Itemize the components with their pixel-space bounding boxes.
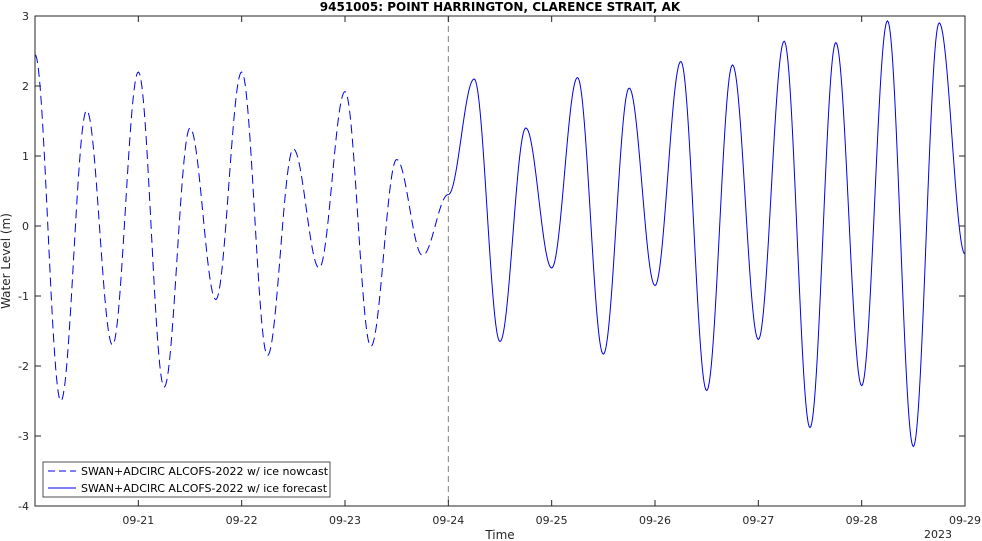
plot-frame bbox=[34, 15, 966, 507]
plot-background bbox=[35, 16, 965, 506]
x-tick-label: 09-21 bbox=[122, 514, 154, 527]
x-tick-label: 09-23 bbox=[329, 514, 361, 527]
year-label: 2023 bbox=[924, 528, 952, 541]
x-tick-label: 09-28 bbox=[846, 514, 878, 527]
legend-box bbox=[42, 461, 331, 498]
series-layer bbox=[34, 20, 966, 448]
legend: SWAN+ADCIRC ALCOFS-2022 w/ ice nowcast S… bbox=[42, 461, 331, 498]
y-tick-label: 1 bbox=[22, 150, 29, 163]
y-tick-label: -3 bbox=[18, 430, 29, 443]
ticks-layer: 09-21 09-22 09-23 09-24 09-25 09-26 09-27 09-28… bbox=[18, 10, 981, 527]
y-tick-label: -4 bbox=[18, 500, 29, 513]
series-line-forecast bbox=[448, 20, 966, 448]
y-axis-label: Water Level (m) bbox=[0, 213, 13, 309]
x-axis-label: Time bbox=[484, 528, 514, 541]
x-tick-label: 09-26 bbox=[639, 514, 671, 527]
x-tick-label: 09-25 bbox=[536, 514, 568, 527]
y-tick-label: -2 bbox=[18, 360, 29, 373]
y-tick-label: 2 bbox=[22, 80, 29, 93]
x-tick-label: 09-29 bbox=[949, 514, 981, 527]
plot-area: 09-21 09-22 09-23 09-24 09-25 09-26 09-27 09-28… bbox=[18, 10, 981, 527]
legend-entry-nowcast: SWAN+ADCIRC ALCOFS-2022 w/ ice nowcast bbox=[81, 465, 329, 478]
x-tick-label: 09-22 bbox=[226, 514, 258, 527]
chart-title: 9451005: POINT HARRINGTON, CLARENCE STRA… bbox=[320, 0, 681, 14]
x-tick-label: 09-24 bbox=[432, 514, 464, 527]
legend-entry-forecast: SWAN+ADCIRC ALCOFS-2022 w/ ice forecast bbox=[81, 482, 328, 495]
x-tick-label: 09-27 bbox=[742, 514, 774, 527]
y-tick-label: 0 bbox=[22, 220, 29, 233]
series-line-nowcast bbox=[34, 54, 449, 402]
y-tick-label: 3 bbox=[22, 10, 29, 23]
y-tick-label: -1 bbox=[18, 290, 29, 303]
